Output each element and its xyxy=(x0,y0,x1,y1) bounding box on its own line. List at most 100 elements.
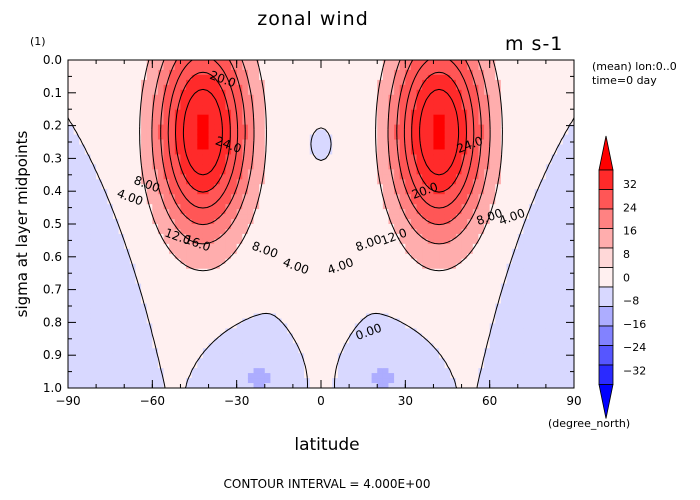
heatmap-cell xyxy=(152,184,159,190)
heatmap-cell xyxy=(388,214,395,220)
heatmap-cell xyxy=(484,224,491,230)
heatmap-cell xyxy=(208,119,215,126)
heatmap-cell xyxy=(146,104,153,111)
heatmap-cell xyxy=(242,358,249,364)
heatmap-cell xyxy=(101,154,108,160)
heatmap-cell xyxy=(292,94,300,101)
heatmap-cell xyxy=(169,318,176,324)
heatmap-cell xyxy=(478,79,485,86)
heatmap-cell xyxy=(484,194,491,200)
heatmap-cell xyxy=(321,159,328,165)
heatmap-cell xyxy=(146,79,153,86)
heatmap-cell xyxy=(382,353,390,359)
heatmap-cell xyxy=(157,94,165,101)
heatmap-cell xyxy=(157,373,165,379)
heatmap-cell xyxy=(388,109,395,116)
heatmap-cell xyxy=(242,293,249,300)
heatmap-cell xyxy=(84,119,92,126)
heatmap-cell xyxy=(101,278,108,285)
heatmap-cell xyxy=(349,69,356,76)
heatmap-cell xyxy=(236,69,243,76)
heatmap-cell xyxy=(118,343,125,349)
heatmap-cell xyxy=(264,94,271,101)
heatmap-cell xyxy=(326,233,333,240)
heatmap-cell xyxy=(444,199,451,205)
heatmap-cell xyxy=(68,363,75,369)
heatmap-cell xyxy=(433,268,440,275)
heatmap-cell xyxy=(287,328,294,334)
heatmap-cell xyxy=(371,358,378,364)
heatmap-cell xyxy=(472,358,480,364)
heatmap-cell xyxy=(321,368,328,374)
heatmap-cell xyxy=(202,194,210,200)
heatmap-cell xyxy=(332,89,339,96)
heatmap-cell xyxy=(152,368,159,374)
heatmap-cell xyxy=(371,248,378,255)
heatmap-cell xyxy=(146,149,153,156)
heatmap-cell xyxy=(225,253,232,260)
heatmap-cell xyxy=(405,154,412,160)
heatmap-cell xyxy=(191,214,198,220)
heatmap-cell xyxy=(399,358,406,364)
heatmap-cell xyxy=(371,243,378,250)
heatmap-cell xyxy=(197,293,204,300)
heatmap-cell xyxy=(461,298,468,305)
heatmap-cell xyxy=(225,358,232,364)
heatmap-cell xyxy=(399,94,406,101)
heatmap-cell xyxy=(337,328,345,334)
heatmap-cell xyxy=(96,308,103,315)
heatmap-cell xyxy=(96,60,103,66)
heatmap-cell xyxy=(478,348,485,354)
heatmap-cell xyxy=(444,89,451,96)
heatmap-cell xyxy=(112,338,120,344)
heatmap-cell xyxy=(79,328,86,334)
heatmap-cell xyxy=(315,169,322,175)
heatmap-cell xyxy=(422,303,429,310)
heatmap-cell xyxy=(247,184,255,190)
heatmap-cell xyxy=(191,228,198,235)
heatmap-cell xyxy=(84,124,92,131)
heatmap-cell xyxy=(225,293,232,300)
heatmap-cell xyxy=(180,258,187,265)
heatmap-cell xyxy=(439,243,446,250)
heatmap-cell xyxy=(146,348,153,354)
heatmap-cell xyxy=(349,353,356,359)
heatmap-cell xyxy=(68,298,75,305)
heatmap-cell xyxy=(214,328,221,334)
heatmap-cell xyxy=(433,60,440,66)
heatmap-cell xyxy=(146,89,153,96)
heatmap-cell xyxy=(455,338,463,344)
heatmap-cell xyxy=(84,134,92,141)
heatmap-cell xyxy=(236,323,243,329)
heatmap-cell xyxy=(337,288,345,295)
heatmap-cell xyxy=(152,99,159,106)
heatmap-cell xyxy=(332,233,339,240)
heatmap-cell xyxy=(214,109,221,116)
heatmap-cell xyxy=(219,89,227,96)
heatmap-cell xyxy=(157,60,165,66)
heatmap-cell xyxy=(281,204,288,210)
heatmap-cell xyxy=(455,303,463,310)
heatmap-cell xyxy=(354,378,361,384)
heatmap-cell xyxy=(152,139,159,146)
heatmap-cell xyxy=(292,84,300,91)
heatmap-cell xyxy=(174,368,182,374)
heatmap-cell xyxy=(450,134,457,141)
heatmap-cell xyxy=(433,278,440,285)
heatmap-cell xyxy=(399,228,406,235)
heatmap-cell xyxy=(416,273,423,280)
heatmap-cell xyxy=(455,204,463,210)
heatmap-cell xyxy=(332,209,339,215)
heatmap-cell xyxy=(281,288,288,295)
heatmap-cell xyxy=(472,283,480,290)
heatmap-cell xyxy=(360,79,367,86)
heatmap-cell xyxy=(129,243,137,250)
heatmap-cell xyxy=(146,184,153,190)
heatmap-cell xyxy=(242,373,249,379)
heatmap-cell xyxy=(377,129,384,136)
heatmap-cell xyxy=(191,69,198,76)
heatmap-cell xyxy=(455,353,463,359)
heatmap-cell xyxy=(186,134,193,141)
heatmap-cell xyxy=(219,219,227,225)
heatmap-cell xyxy=(129,298,137,305)
